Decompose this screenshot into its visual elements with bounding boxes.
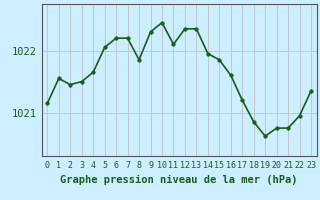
X-axis label: Graphe pression niveau de la mer (hPa): Graphe pression niveau de la mer (hPa)	[60, 175, 298, 185]
